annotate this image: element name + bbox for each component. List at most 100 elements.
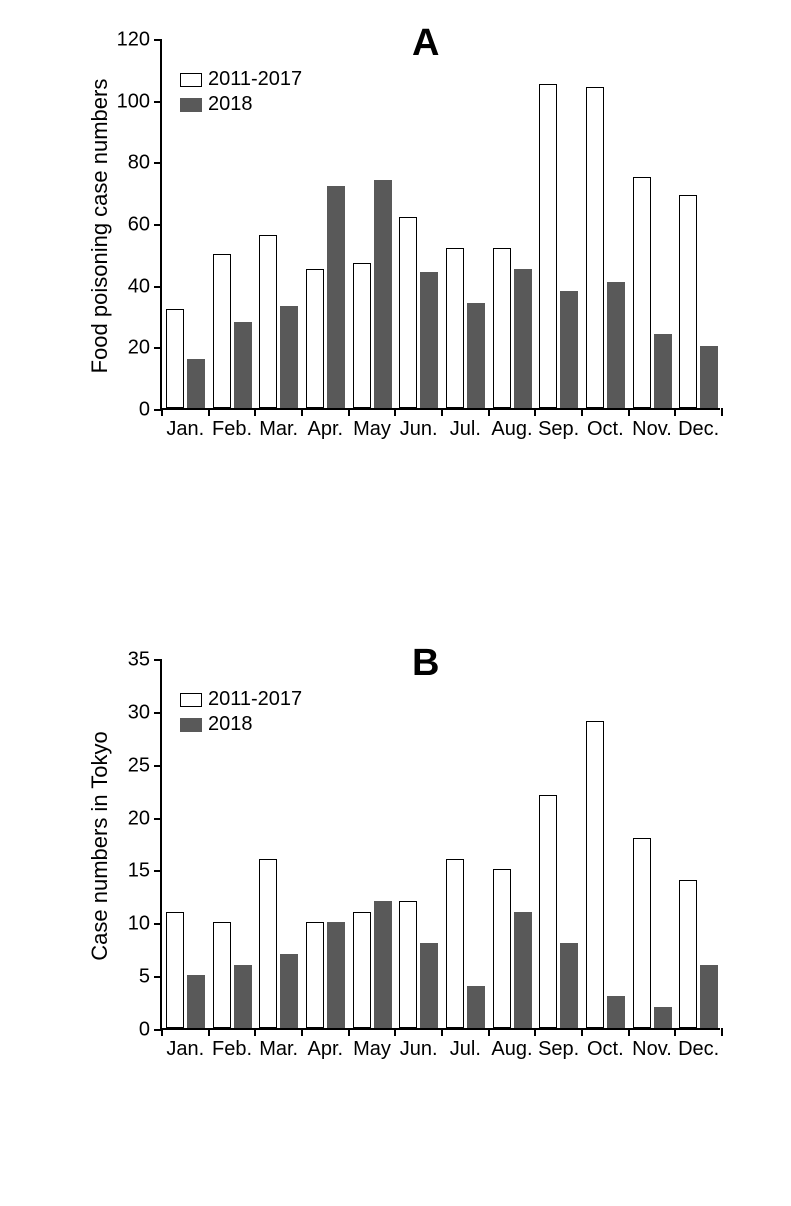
chartA-ytick-label: 80 xyxy=(128,152,162,175)
chartA-xlabel: Mar. xyxy=(259,408,298,441)
chartB-bar-series1 xyxy=(539,795,557,1028)
chartA-xtick xyxy=(441,408,443,416)
chartA-xtick xyxy=(721,408,723,416)
chartA-xlabel: May xyxy=(353,408,391,441)
chartB-xtick xyxy=(208,1028,210,1036)
chartB-legend: 2011-20172018 xyxy=(180,688,302,736)
chartA-bar-series1 xyxy=(259,235,277,408)
chartB-bar-series2 xyxy=(467,986,485,1028)
chartA-xlabel: Jun. xyxy=(400,408,438,441)
chartB-bar-series1 xyxy=(586,721,604,1028)
legend-label-series2: 2018 xyxy=(208,713,253,736)
legend-label-series1: 2011-2017 xyxy=(208,688,302,711)
chartB-xtick xyxy=(488,1028,490,1036)
chartA-xtick xyxy=(628,408,630,416)
chartA-xtick xyxy=(488,408,490,416)
chartB-xlabel: Aug. xyxy=(491,1028,532,1061)
chartB-bar-series2 xyxy=(280,954,298,1028)
chartA-bar-series1 xyxy=(679,195,697,408)
chartB-bar-series2 xyxy=(607,996,625,1028)
chartB-xlabel: Nov. xyxy=(632,1028,672,1061)
chartB-ytick-label: 5 xyxy=(139,966,162,989)
chartB-bar-series2 xyxy=(560,943,578,1028)
chartB-xtick xyxy=(441,1028,443,1036)
chartB-bar-series2 xyxy=(234,965,252,1028)
chartB-bar-series1 xyxy=(213,922,231,1028)
chartB-xlabel: Dec. xyxy=(678,1028,719,1061)
chartB-bar-series1 xyxy=(353,912,371,1028)
chartB-xlabel: Jan. xyxy=(166,1028,204,1061)
legend-swatch-filled xyxy=(180,718,202,732)
chartB-ytick-label: 10 xyxy=(128,913,162,936)
legend-swatch-filled xyxy=(180,98,202,112)
chartB-bar-series2 xyxy=(420,943,438,1028)
chartA-xlabel: Jan. xyxy=(166,408,204,441)
chartA-bar-series2 xyxy=(374,180,392,408)
chartA-legend-row-series1: 2011-2017 xyxy=(180,68,302,91)
chartA-xlabel: Sep. xyxy=(538,408,579,441)
chartA-bar-series1 xyxy=(493,248,511,408)
chartB-xlabel: Apr. xyxy=(308,1028,344,1061)
chartB-xlabel: Oct. xyxy=(587,1028,624,1061)
chartA-xlabel: Feb. xyxy=(212,408,252,441)
chartB-bar-series1 xyxy=(493,869,511,1028)
chartA-bar-series2 xyxy=(467,303,485,408)
chartA-bar-series2 xyxy=(607,282,625,408)
chartA-xlabel: Apr. xyxy=(308,408,344,441)
chartA-xtick xyxy=(534,408,536,416)
chartB-bar-series1 xyxy=(679,880,697,1028)
legend-label-series1: 2011-2017 xyxy=(208,68,302,91)
chartB-bar-series2 xyxy=(187,975,205,1028)
chartA-bar-series1 xyxy=(539,84,557,408)
chartA-bar-series2 xyxy=(280,306,298,408)
chartA-chart: AFood poisoning case numbers020406080100… xyxy=(90,20,760,470)
chartA-bar-series1 xyxy=(213,254,231,408)
chartA-ytick-label: 0 xyxy=(139,399,162,422)
chartB-ytick-label: 15 xyxy=(128,860,162,883)
chartB-xtick xyxy=(674,1028,676,1036)
chartA-xlabel: Oct. xyxy=(587,408,624,441)
chartB-bar-series1 xyxy=(399,901,417,1028)
chartB-bar-series1 xyxy=(633,838,651,1028)
chartB-ylabel: Case numbers in Tokyo xyxy=(87,661,113,1031)
chartA-xtick xyxy=(674,408,676,416)
chartA-bar-series2 xyxy=(560,291,578,408)
chartA-xtick xyxy=(394,408,396,416)
chartA-ytick-label: 120 xyxy=(117,29,162,52)
chartB-bar-series2 xyxy=(654,1007,672,1028)
chartA-legend: 2011-20172018 xyxy=(180,68,302,116)
chartB-xtick xyxy=(721,1028,723,1036)
chartB-xlabel: Jun. xyxy=(400,1028,438,1061)
chartB-bar-series1 xyxy=(306,922,324,1028)
chartA-xlabel: Nov. xyxy=(632,408,672,441)
chartB-xtick xyxy=(394,1028,396,1036)
chartA-xtick xyxy=(208,408,210,416)
chartB-bar-series2 xyxy=(327,922,345,1028)
chartA-xtick xyxy=(301,408,303,416)
chartA-bar-series2 xyxy=(420,272,438,408)
chartB-ytick-label: 30 xyxy=(128,701,162,724)
chartB-chart: BCase numbers in Tokyo05101520253035Jan.… xyxy=(90,640,760,1090)
chartB-bar-series1 xyxy=(166,912,184,1028)
chartA-xlabel: Dec. xyxy=(678,408,719,441)
chartA-legend-row-series2: 2018 xyxy=(180,93,302,116)
chartA-ytick-label: 60 xyxy=(128,214,162,237)
chartB-legend-row-series2: 2018 xyxy=(180,713,302,736)
chartB-xtick xyxy=(301,1028,303,1036)
chartA-xtick xyxy=(348,408,350,416)
chartA-bar-series2 xyxy=(234,322,252,408)
chartB-ytick-label: 20 xyxy=(128,807,162,830)
chartA-bar-series1 xyxy=(353,263,371,408)
chartB-xlabel: Mar. xyxy=(259,1028,298,1061)
chartA-bar-series1 xyxy=(166,309,184,408)
legend-label-series2: 2018 xyxy=(208,93,253,116)
chartB-ytick-label: 0 xyxy=(139,1019,162,1042)
chartB-xlabel: Sep. xyxy=(538,1028,579,1061)
legend-swatch-open xyxy=(180,693,202,707)
chartA-xlabel: Aug. xyxy=(491,408,532,441)
chartB-bar-series1 xyxy=(446,859,464,1028)
chartB-xtick xyxy=(161,1028,163,1036)
chartA-ytick-label: 40 xyxy=(128,275,162,298)
chartB-xtick xyxy=(534,1028,536,1036)
chartB-legend-row-series1: 2011-2017 xyxy=(180,688,302,711)
